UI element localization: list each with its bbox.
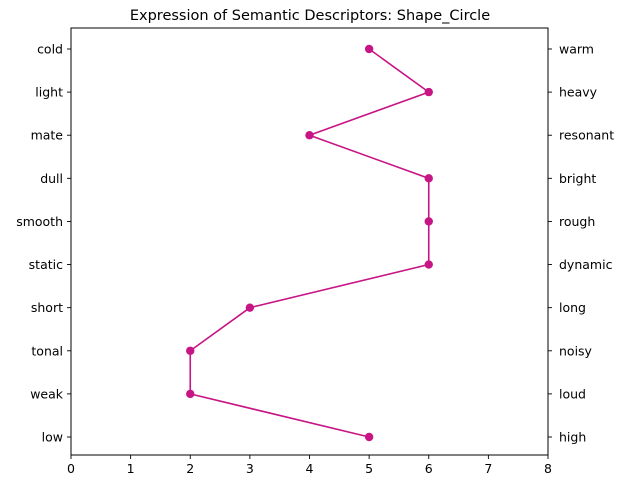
x-tick-label: 2 <box>186 461 194 476</box>
y-tick-label-right: resonant <box>559 128 614 143</box>
x-tick-label: 0 <box>67 461 75 476</box>
x-tick-label: 1 <box>127 461 135 476</box>
data-point <box>424 217 433 226</box>
axis-ticks: 0 1 2 3 4 5 6 7 8 cold light mate dull smooth static sh… <box>16 42 614 477</box>
y-tick-label-right: dynamic <box>559 257 613 272</box>
y-tick-label-left: tonal <box>31 343 63 358</box>
x-tick-label: 7 <box>484 461 492 476</box>
series-line <box>189 48 431 438</box>
y-tick-label-left: static <box>29 257 63 272</box>
x-tick-label: 4 <box>306 461 314 476</box>
data-point <box>305 131 314 140</box>
plot-marks <box>186 44 433 442</box>
data-point <box>424 87 433 97</box>
y-tick-label-right: rough <box>559 214 595 229</box>
y-tick-label-left: short <box>31 300 63 315</box>
y-tick-label-left: dull <box>40 171 63 186</box>
y-tick-label-left: low <box>42 430 63 445</box>
y-tick-label-left: weak <box>30 386 64 401</box>
data-point <box>364 432 374 442</box>
plot-frame <box>70 27 549 456</box>
y-tick-label-right: noisy <box>559 343 593 358</box>
y-tick-label-right: high <box>559 430 586 445</box>
y-tick-label-left: smooth <box>16 214 63 229</box>
y-tick-label-right: bright <box>559 171 596 186</box>
y-tick-label-right: loud <box>559 386 586 401</box>
y-tick-label-left: mate <box>31 128 64 143</box>
data-point <box>364 44 374 54</box>
y-tick-label-left: light <box>35 85 63 100</box>
data-point <box>186 346 195 355</box>
x-tick-label: 8 <box>544 461 552 476</box>
y-tick-label-left: cold <box>37 42 63 57</box>
data-point <box>424 174 433 183</box>
y-tick-label-right: long <box>559 300 586 315</box>
chart-title: Expression of Semantic Descriptors: Shap… <box>130 8 490 24</box>
x-tick-label: 3 <box>246 461 254 476</box>
data-point <box>245 303 255 312</box>
y-tick-label-right: heavy <box>559 85 598 100</box>
y-tick-label-right: warm <box>559 42 594 57</box>
data-point <box>186 389 195 399</box>
x-tick-label: 5 <box>365 461 373 476</box>
x-tick-label: 6 <box>425 461 433 476</box>
data-point <box>424 260 433 269</box>
